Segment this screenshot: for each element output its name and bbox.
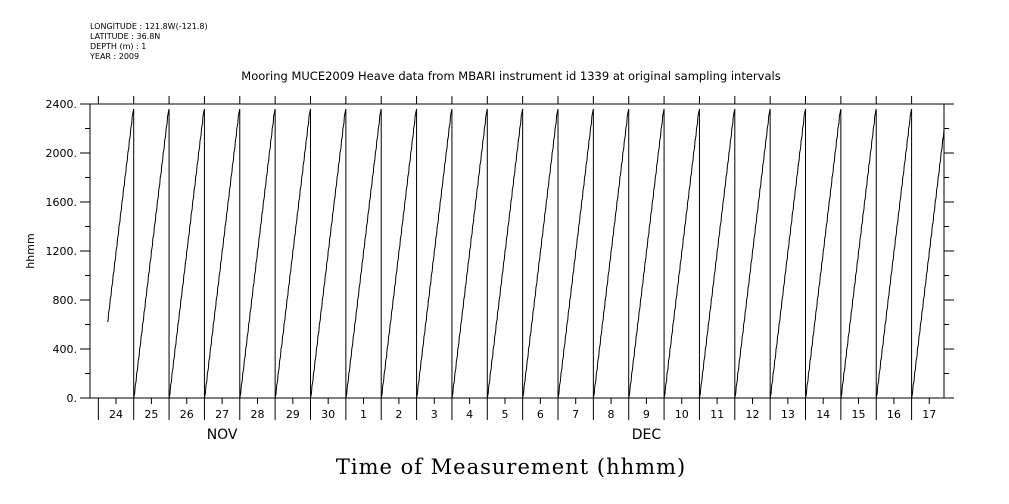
x-day-label: 27 — [215, 408, 229, 421]
x-day-label: 2 — [395, 408, 402, 421]
plot-axes — [89, 103, 945, 399]
x-day-label: 14 — [816, 408, 830, 421]
x-day-label: 9 — [643, 408, 650, 421]
series-line — [107, 108, 945, 399]
x-day-label: 6 — [537, 408, 544, 421]
latitude-text: LATITUDE : 36.8N — [90, 32, 161, 41]
y-tick-label: 1200. — [46, 245, 78, 258]
y-tick-label: 1600. — [46, 196, 78, 209]
x-month-label: DEC — [632, 427, 662, 443]
x-day-label: 13 — [781, 408, 795, 421]
x-axis-label: Time of Measurement (hhmm) — [336, 455, 686, 479]
metadata-block: LONGITUDE : 121.8W(-121.8) LATITUDE : 36… — [90, 22, 208, 62]
y-tick-label: 400. — [53, 343, 78, 356]
y-tick-label: 0. — [67, 392, 78, 405]
x-day-label: 7 — [572, 408, 579, 421]
x-day-label: 17 — [922, 408, 936, 421]
depth-text: DEPTH (m) : 1 — [90, 42, 147, 51]
longitude-text: LONGITUDE : 121.8W(-121.8) — [90, 22, 208, 31]
x-day-label: 8 — [608, 408, 615, 421]
x-month-label: NOV — [207, 427, 238, 443]
x-day-label: 4 — [466, 408, 473, 421]
x-day-label: 29 — [286, 408, 300, 421]
x-day-label: 12 — [745, 408, 759, 421]
y-tick-label: 2000. — [46, 147, 78, 160]
x-day-label: 30 — [321, 408, 335, 421]
y-tick-label: 800. — [53, 294, 78, 307]
chart-title: Mooring MUCE2009 Heave data from MBARI i… — [241, 69, 780, 83]
x-day-label: 25 — [144, 408, 158, 421]
x-day-label: 11 — [710, 408, 724, 421]
x-day-label: 16 — [887, 408, 901, 421]
x-day-label: 3 — [431, 408, 438, 421]
y-axis-ticks: 0. 400. 800. 1200. 1600. 2000. 2400. — [46, 98, 954, 405]
x-day-label: 10 — [675, 408, 689, 421]
x-axis-ticks: 24 25 26 27 28 29 30 1 2 3 4 5 6 7 8 9 10 11 12 13 14 15 16 17N… — [97, 96, 936, 443]
x-day-label: 24 — [109, 408, 123, 421]
y-axis-label: hhmm — [24, 233, 37, 268]
x-day-label: 5 — [501, 408, 508, 421]
x-day-label: 1 — [360, 408, 367, 421]
series-group — [107, 108, 945, 399]
x-day-label: 15 — [852, 408, 866, 421]
year-text: YEAR : 2009 — [90, 52, 140, 61]
y-tick-label: 2400. — [46, 98, 78, 111]
x-day-label: 26 — [180, 408, 194, 421]
x-day-label: 28 — [250, 408, 264, 421]
